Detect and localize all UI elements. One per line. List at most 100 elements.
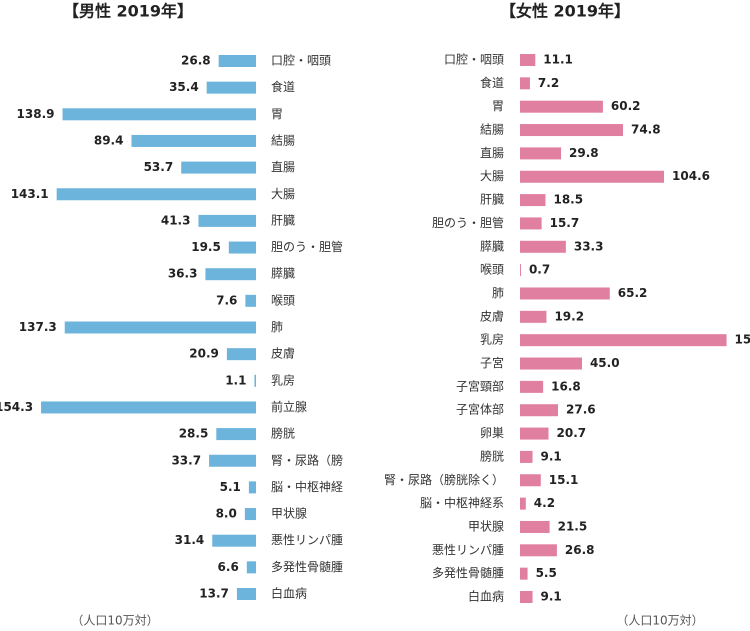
bar (254, 374, 256, 387)
value-label: 104.6 (672, 169, 710, 183)
bar (209, 454, 256, 467)
category-label: 膀胱 (271, 426, 295, 441)
value-label: 41.3 (161, 213, 191, 227)
value-label: 65.2 (618, 286, 648, 300)
value-label: 154.3 (0, 400, 33, 414)
value-label: 5.1 (220, 480, 241, 494)
category-label: 皮膚 (480, 308, 504, 323)
bar (520, 520, 550, 533)
bar (246, 561, 256, 574)
category-label: 前立腺 (271, 399, 307, 414)
category-label: 悪性リンパ腫 (432, 543, 504, 557)
bar (206, 81, 256, 94)
category-label: 胆のう・胆管 (432, 215, 504, 230)
bar (520, 54, 536, 66)
category-label: 甲状腺 (271, 507, 307, 521)
category-label: 白血病 (271, 586, 307, 601)
bar (520, 380, 544, 393)
category-label: 胃 (492, 99, 504, 113)
category-label: 膵臓 (271, 267, 295, 281)
value-label: 60.2 (611, 99, 641, 113)
value-label: 20.7 (557, 426, 587, 440)
bar (245, 294, 256, 307)
value-label: 143.1 (11, 187, 49, 201)
category-label: 甲状腺 (468, 519, 504, 533)
category-label: 白血病 (468, 589, 504, 604)
value-label: 11.1 (543, 53, 573, 67)
bar (236, 588, 256, 600)
bar (520, 170, 665, 183)
value-label: 35.4 (169, 80, 199, 94)
value-label: 26.8 (181, 54, 211, 68)
category-label: 口腔・咽頭 (444, 52, 504, 67)
bar (520, 240, 566, 253)
value-label: 45.0 (590, 356, 620, 370)
category-label: 悪性リンパ腫 (271, 533, 343, 547)
category-label: 肝臓 (480, 193, 504, 207)
note: （人口10万対） (71, 614, 158, 628)
value-label: 7.2 (538, 76, 559, 90)
value-label: 27.6 (566, 403, 596, 417)
bar (520, 287, 610, 300)
value-label: 9.1 (541, 449, 562, 463)
bar (520, 591, 533, 603)
category-label: 結腸 (271, 133, 295, 147)
value-label: 20.9 (189, 347, 219, 361)
value-label: 9.1 (541, 590, 562, 604)
bar (520, 497, 526, 510)
category-label: 胃 (271, 107, 283, 121)
bar (520, 310, 547, 323)
bar (216, 428, 256, 441)
category-label: 腎・尿路（膀胱除く） (384, 472, 504, 487)
bar (248, 481, 256, 494)
category-label: 皮膚 (271, 346, 295, 361)
value-label: 28.5 (179, 427, 209, 441)
bar (520, 217, 542, 230)
category-label: 喉頭 (271, 293, 295, 307)
value-label: 16.8 (551, 379, 581, 393)
bar (520, 474, 541, 487)
value-label: 53.7 (144, 160, 174, 174)
category-label: 肝臓 (271, 213, 295, 227)
bar (212, 534, 256, 547)
bar (228, 241, 256, 254)
bar (520, 567, 528, 580)
category-label: 子宮体部 (456, 402, 504, 417)
category-label: 乳房 (271, 372, 295, 387)
category-label: 口腔・咽頭 (271, 53, 331, 68)
category-label: 直腸 (480, 146, 504, 160)
category-label: 多発性骨髄腫 (432, 565, 504, 580)
value-label: 5.5 (536, 566, 557, 580)
category-label: 脳・中枢神経系 (420, 495, 504, 510)
bar (520, 264, 521, 277)
category-label: 結腸 (480, 123, 504, 137)
value-label: 21.5 (558, 519, 588, 533)
value-label: 137.3 (19, 320, 57, 334)
value-label: 1.1 (225, 373, 246, 387)
value-label: 31.4 (175, 533, 205, 547)
bar (520, 194, 546, 207)
bar (520, 77, 530, 90)
chart-title: 【女性 2019年】 (500, 2, 630, 21)
value-label: 150.0 (735, 333, 750, 347)
value-label: 33.7 (171, 453, 201, 467)
category-label: 食道 (271, 79, 295, 94)
bar (64, 321, 257, 334)
category-label: 肺 (271, 320, 283, 334)
value-label: 36.3 (168, 267, 198, 281)
value-label: 18.5 (553, 193, 583, 207)
bar (131, 134, 256, 147)
bar (520, 124, 623, 137)
category-label: 脳・中枢神経 (271, 479, 343, 494)
category-label: 多発性骨髄腫 (271, 559, 343, 574)
value-label: 4.2 (534, 496, 555, 510)
category-label: 子宮 (480, 355, 504, 370)
chart-title: 【男性 2019年】 (63, 2, 193, 21)
bar (520, 544, 557, 557)
bar (181, 161, 256, 174)
value-label: 13.7 (199, 587, 229, 601)
category-label: 直腸 (271, 160, 295, 174)
bar (62, 108, 256, 121)
category-label: 乳房 (480, 332, 504, 347)
